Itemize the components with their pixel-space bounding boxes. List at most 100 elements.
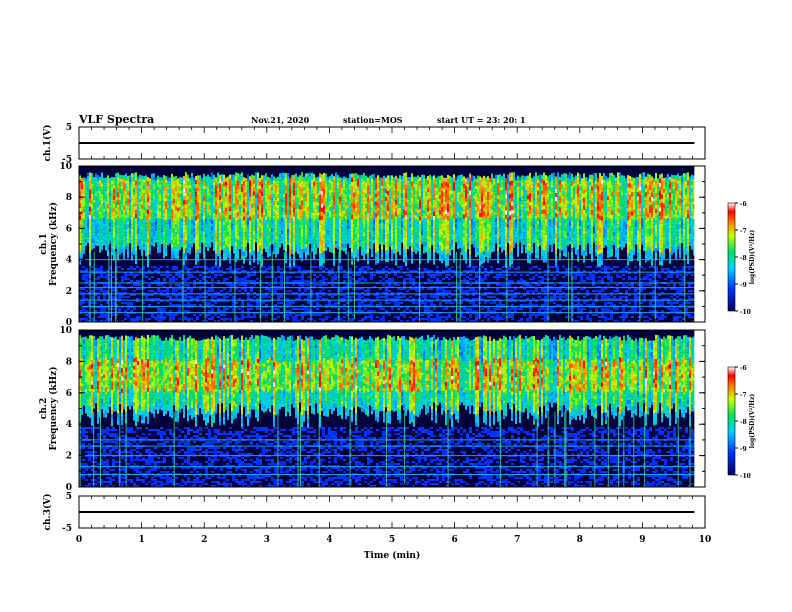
spectrogram-cell [79,302,82,304]
spectrogram-cell [275,250,277,255]
spectrogram-cell [229,219,231,224]
spectrogram-cell [99,249,101,253]
spectrogram-cell [685,274,688,276]
spectrogram-cell [400,320,403,322]
spectrogram-cell [245,253,247,258]
spectrogram-cell [225,237,227,242]
spectrogram-cell [129,209,131,213]
spectrogram-cell [97,226,99,230]
spectrogram-cell [88,274,91,276]
spectrogram-cell [115,180,117,184]
spectrogram-cell [185,244,187,249]
spectrogram-cell [91,286,94,288]
spectrogram-cell [409,274,412,276]
spectrogram-cell [523,304,526,306]
spectrogram-cell [107,230,109,235]
spectrogram-cell [81,185,83,190]
spectrogram-cell [514,286,517,288]
spectrogram-cell [313,280,316,282]
spectrogram-cell [676,288,679,290]
spectrogram-cell [604,320,607,322]
spectrogram-cell [205,214,207,219]
spectrogram-cell [643,320,646,322]
spectrogram-cell [211,304,214,306]
spectrogram-cell [655,280,658,282]
spectrogram-cell [154,318,157,320]
spectrogram-cell [553,310,556,312]
spectrogram-cell [409,310,412,312]
spectrogram-cell [379,320,382,322]
spectrogram-cell [133,228,135,233]
spectrogram-cell [171,208,173,213]
spectrogram-cell [610,278,613,280]
spectrogram-cell [94,270,97,272]
spectrogram-cell [189,188,191,192]
spectrogram-cell [559,296,562,298]
spectrogram-cell [265,314,268,316]
spectrogram-cell [83,201,85,206]
spectrogram-cell [244,316,247,318]
spectrogram-cell [121,185,123,190]
spectrogram-cell [208,310,211,312]
spectrogram-cell [346,284,349,286]
spectrogram-cell [207,247,209,252]
spectrogram-cell [316,298,319,300]
spectrogram-cell [139,181,141,186]
spectrogram-cell [113,218,115,223]
spectrogram-cell [547,316,550,318]
spectrogram-cell [83,198,85,202]
spectrogram-cell [298,314,301,316]
spectrogram-cell [239,221,241,226]
spectrogram-cell [93,186,95,191]
spectrogram-cell [439,304,442,306]
spectrogram-cell [185,172,187,177]
spectrogram-cell [269,252,271,257]
spectrogram-cell [129,224,131,228]
spectrogram-cell [133,290,136,292]
spectrogram-cell [185,196,187,201]
spectrogram-cell [565,288,568,290]
spectrogram-cell [685,302,688,304]
spectrogram-cell [370,320,373,322]
spectrogram-cell [322,318,325,320]
spectrogram-cell [145,245,147,250]
spectrogram-cell [245,214,247,218]
spectrogram-cell [231,184,233,188]
spectrogram-cell [466,308,469,310]
spectrogram-cell [231,220,233,224]
spectrogram-cell [679,288,682,290]
spectrogram-cell [331,294,334,296]
spectrogram-cell [239,191,241,195]
spectrogram-cell [571,298,574,300]
spectrogram-cell [376,270,379,272]
spectrogram-cell [213,202,215,206]
spectrogram-cell [577,272,580,274]
spectrogram-cell [93,193,95,197]
spectrogram-cell [130,306,133,308]
spectrogram-cell [391,308,394,310]
spectrogram-cell [105,247,107,251]
spectrogram-cell [229,207,231,212]
spectrogram-cell [105,210,107,214]
spectrogram-cell [85,274,88,276]
spectrogram-cell [79,191,81,196]
spectrogram-cell [183,220,185,225]
spectrogram-cell [349,280,352,282]
spectrogram-cell [109,231,111,235]
spectrogram-cell [115,218,117,222]
spectrogram-cell [97,296,100,298]
spectrogram-cell [103,208,105,212]
spectrogram-cell [367,298,370,300]
spectrogram-cell [133,173,135,178]
spectrogram-cell [249,232,251,237]
spectrogram-cell [209,176,211,180]
spectrogram-cell [100,304,103,306]
spectrogram-cell [520,286,523,288]
spectrogram-cell [207,230,209,234]
spectrogram-cell [370,276,373,278]
spectrogram-cell [511,296,514,298]
spectrogram-cell [268,296,271,298]
spectrogram-cell [247,214,249,218]
spectrogram-cell [181,228,183,232]
spectrogram-cell [167,180,169,184]
